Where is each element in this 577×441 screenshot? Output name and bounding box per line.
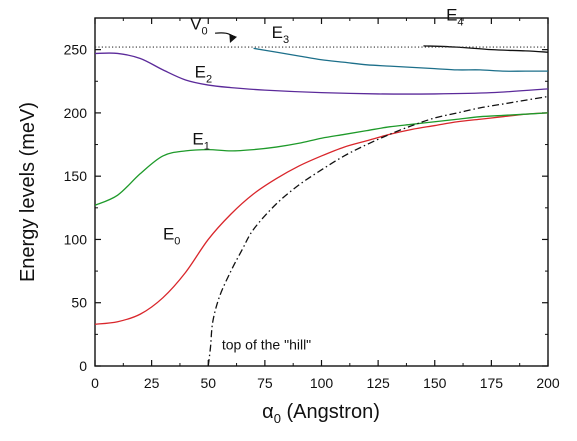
curve-labels: E0 E1 E2 E3 E4 V0 top of the "hill": [163, 6, 464, 353]
y-axis-title: Energy levels (meV): [17, 102, 39, 282]
label-e0: E0: [163, 224, 180, 247]
x-tick-label: 50: [200, 375, 216, 391]
series-line-top-of-the-hill: [207, 95, 548, 366]
series-line-e1: [95, 112, 548, 206]
x-tick-label: 100: [310, 375, 334, 391]
y-tick-label: 0: [79, 358, 87, 374]
label-e4: E4: [446, 6, 463, 29]
label-e1: E1: [192, 130, 209, 153]
x-tick-label: 0: [91, 375, 99, 391]
v0-arrow: [214, 32, 238, 43]
label-hill: top of the "hill": [222, 337, 311, 353]
label-e2: E2: [195, 62, 212, 85]
y-tick-label: 200: [64, 105, 88, 121]
y-tick-label: 100: [64, 231, 88, 247]
y-tick-label: 250: [64, 42, 88, 58]
series-line-e3: [253, 47, 548, 72]
x-tick-label: 125: [366, 375, 390, 391]
label-v0: V0: [190, 14, 207, 37]
x-tick-label: 150: [423, 375, 447, 391]
axis-tick-labels: 0 25 50 75 100 125 150 175 200 0 50 100 150 200 250: [64, 42, 560, 391]
series-line-e2: [95, 52, 548, 95]
x-axis-title: α0 (Angstron): [262, 401, 380, 426]
series-line-e4: [423, 45, 548, 53]
label-e3: E3: [272, 23, 289, 46]
x-tick-label: 200: [536, 375, 560, 391]
x-tick-label: 175: [480, 375, 504, 391]
axis-ticks: [94, 18, 549, 367]
y-tick-label: 50: [71, 295, 87, 311]
y-tick-label: 150: [64, 168, 88, 184]
x-tick-label: 75: [257, 375, 273, 391]
series-line-e0: [95, 112, 548, 325]
x-tick-label: 25: [144, 375, 160, 391]
energy-curves: [95, 45, 548, 366]
